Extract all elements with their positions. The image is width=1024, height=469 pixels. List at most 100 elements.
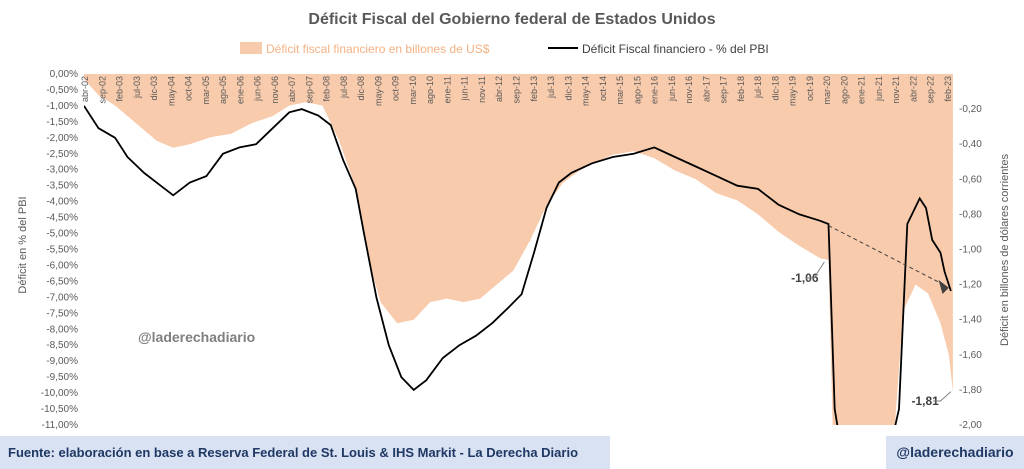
- right-tick-label: -2,00: [959, 420, 982, 430]
- trend-arrow-head: [938, 279, 949, 294]
- annotation-1: -1,06: [791, 271, 819, 285]
- x-tick-label: oct-19: [805, 76, 815, 101]
- legend-area-label: Déficit fiscal financiero en billones de…: [266, 42, 490, 56]
- line-series: [84, 105, 952, 425]
- x-tick-label: feb-08: [322, 76, 332, 102]
- x-tick-label: sep-12: [512, 76, 522, 104]
- annotation-1-leader: [805, 261, 825, 279]
- x-tick-label: abr-17: [701, 76, 711, 102]
- plot-area: -1,06 -1,81: [84, 74, 953, 425]
- left-tick-label: -3,50%: [46, 181, 78, 192]
- x-tick-label: ene-16: [650, 76, 660, 104]
- x-tick-label: jul-13: [546, 76, 556, 99]
- area-series: [84, 74, 953, 425]
- x-tick-label: nov-11: [477, 76, 487, 103]
- left-tick-label: -2,50%: [46, 149, 78, 160]
- right-tick-label: -1,40: [959, 315, 982, 326]
- left-tick-label: -5,00%: [46, 229, 78, 240]
- x-tick-label: ene-11: [443, 76, 453, 103]
- x-tick-label: mar-20: [822, 76, 832, 105]
- x-tick-label: nov-06: [270, 76, 280, 104]
- x-axis: abr-02 sep-02 feb-03 jul-03 dic-03 may-04 oct-…: [80, 76, 953, 106]
- left-tick-label: 0,00%: [50, 69, 78, 80]
- x-tick-label: abr-02: [80, 76, 90, 102]
- left-tick-label: -6,50%: [46, 276, 78, 287]
- left-tick-label: -4,50%: [46, 213, 78, 224]
- x-tick-label: sep-17: [719, 76, 729, 104]
- right-tick-label: -1,80: [959, 385, 982, 396]
- x-tick-label: sep-07: [304, 76, 314, 104]
- right-tick-label: -1,20: [959, 280, 982, 291]
- annotation-2: -1,81: [911, 394, 939, 408]
- right-axis: -0,20 -0,40 -0,60 -0,80 -1,00 -1,20 -1,40 -1,60…: [959, 104, 982, 430]
- left-tick-label: -8,00%: [46, 324, 78, 335]
- right-tick-label: -1,00: [959, 245, 982, 256]
- left-tick-label: -8,50%: [46, 340, 78, 351]
- x-tick-label: jul-08: [339, 76, 349, 99]
- left-tick-label: -10,00%: [41, 388, 78, 399]
- footer-handle: @laderechadiario: [886, 436, 1024, 469]
- chart-title: Déficit Fiscal del Gobierno federal de E…: [308, 11, 715, 28]
- x-tick-label: ago-05: [218, 76, 228, 104]
- x-tick-label: dic-13: [563, 76, 573, 101]
- x-tick-label: jul-18: [753, 76, 763, 99]
- right-axis-title: Déficit en billones de dólares corriente…: [999, 154, 1011, 346]
- right-tick-label: -0,20: [959, 104, 982, 115]
- x-tick-label: nov-16: [684, 76, 694, 104]
- left-tick-label: -7,00%: [46, 292, 78, 303]
- x-tick-label: feb-23: [943, 76, 953, 102]
- left-tick-label: -0,50%: [46, 85, 78, 96]
- footer: Fuente: elaboración en base a Reserva Fe…: [0, 436, 1024, 469]
- right-tick-label: -0,60: [959, 174, 982, 185]
- x-tick-label: jun-16: [667, 76, 677, 102]
- left-tick-label: -6,00%: [46, 260, 78, 271]
- x-tick-label: oct-14: [598, 76, 608, 101]
- legend-area-swatch: [240, 42, 262, 54]
- x-tick-label: abr-12: [494, 76, 504, 102]
- source-note: Fuente: elaboración en base a Reserva Fe…: [0, 436, 610, 469]
- x-tick-label: ago-15: [632, 76, 642, 104]
- x-tick-label: jun-11: [460, 76, 470, 101]
- left-axis: 0,00% -0,50% -1,00% -1,50% -2,00% -2,50% -3,00…: [41, 69, 78, 430]
- x-tick-label: may-19: [788, 76, 798, 106]
- x-tick-label: may-09: [373, 76, 383, 106]
- deficit-chart: Déficit Fiscal del Gobierno federal de E…: [17, 11, 1011, 430]
- x-tick-label: may-04: [166, 76, 176, 106]
- x-tick-label: feb-03: [115, 76, 125, 102]
- x-tick-label: nov-21: [891, 76, 901, 104]
- x-tick-label: jun-21: [874, 76, 884, 102]
- x-tick-label: dic-18: [770, 76, 780, 101]
- x-tick-label: mar-15: [615, 76, 625, 105]
- legend-line-label: Déficit Fiscal financiero - % del PBI: [582, 42, 769, 56]
- left-tick-label: -11,00%: [41, 420, 78, 430]
- x-tick-label: ene-06: [235, 76, 245, 104]
- x-tick-label: sep-02: [97, 76, 107, 104]
- x-tick-label: sep-22: [926, 76, 936, 104]
- x-tick-label: dic-08: [356, 76, 366, 101]
- trend-arrow: [828, 225, 947, 287]
- x-tick-label: oct-09: [391, 76, 401, 101]
- right-tick-label: -1,60: [959, 350, 982, 361]
- left-tick-label: -10,50%: [41, 404, 78, 415]
- left-tick-label: -9,50%: [46, 372, 78, 383]
- left-tick-label: -2,00%: [46, 133, 78, 144]
- right-tick-label: -0,40: [959, 139, 982, 150]
- legend: Déficit fiscal financiero en billones de…: [240, 42, 769, 56]
- x-tick-label: feb-18: [736, 76, 746, 102]
- x-tick-label: dic-03: [149, 76, 159, 101]
- left-tick-label: -1,00%: [46, 101, 78, 112]
- watermark: @laderechadiario: [138, 329, 255, 345]
- x-tick-label: may-14: [581, 76, 591, 106]
- x-tick-label: ago-20: [839, 76, 849, 104]
- x-tick-label: jun-06: [253, 76, 263, 102]
- x-tick-label: ene-21: [857, 76, 867, 104]
- x-tick-label: feb-13: [529, 76, 539, 102]
- left-axis-title: Déficit en % del PBI: [17, 196, 29, 293]
- x-tick-label: mar-05: [201, 76, 211, 105]
- x-tick-label: ago-10: [425, 76, 435, 104]
- left-tick-label: -5,50%: [46, 245, 78, 256]
- x-tick-label: jul-03: [132, 76, 142, 99]
- left-tick-label: -4,00%: [46, 197, 78, 208]
- annotation-2-leader: [933, 391, 952, 402]
- right-tick-label: -0,80: [959, 209, 982, 220]
